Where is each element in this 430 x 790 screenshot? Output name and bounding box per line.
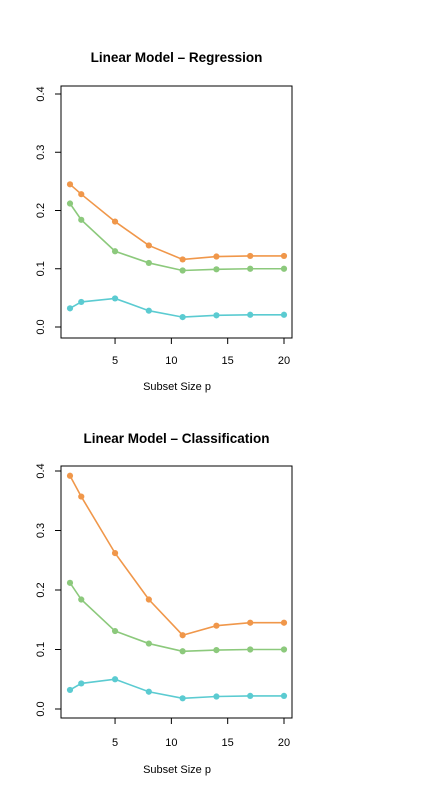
data-point [247,311,254,318]
x-tick-label: 10 [165,355,177,367]
data-point [280,311,288,318]
data-point [179,648,186,655]
data-point [247,619,254,626]
x-tick-label: 15 [222,737,234,749]
data-point [179,256,186,263]
chart-title: Linear Model – Regression [91,50,263,65]
data-point [247,252,254,260]
y-tick-label: 0.1 [35,642,47,657]
x-tick-label: 15 [222,355,234,367]
x-tick-label: 10 [165,737,177,749]
x-tick-label: 20 [278,737,290,749]
data-point [145,640,152,647]
chart-title: Linear Model – Classification [83,431,269,446]
data-point [78,216,85,223]
data-point [179,695,186,702]
series-line [69,678,284,700]
y-tick-label: 0.1 [35,261,47,276]
data-point [66,472,74,479]
data-point [213,646,220,654]
data-point [179,632,186,639]
data-point [66,181,74,188]
y-tick-label: 0.2 [35,203,47,218]
data-point [280,265,288,272]
x-tick-label: 5 [112,737,118,749]
x-tick-label: 20 [278,355,290,367]
series-line [69,203,284,272]
data-point [213,266,220,273]
y-tick-label: 0.3 [35,145,47,160]
data-point [111,627,119,635]
data-point [213,253,220,260]
data-point [247,646,254,653]
data-point [66,686,74,694]
data-point [213,312,220,319]
y-tick-label: 0.0 [35,701,47,716]
data-point [78,680,85,687]
data-point [145,242,152,249]
data-point [111,248,119,255]
data-point [179,267,186,274]
x-tick-label: 5 [112,355,118,367]
y-tick-label: 0.2 [35,582,47,597]
data-point [247,265,254,272]
series-line [69,475,284,637]
plot-frame [60,465,293,719]
data-point [78,298,85,306]
data-point [145,596,152,603]
data-point [66,305,74,312]
data-point [280,619,288,626]
data-point [280,646,288,653]
series-line [69,297,284,318]
data-point [78,191,85,198]
data-point [145,307,152,314]
y-tick-label: 0.0 [35,319,47,334]
x-axis-label: Subset Size p [143,764,211,776]
data-point [145,688,152,695]
data-point [111,676,119,683]
x-axis-label: Subset Size p [143,381,211,393]
plot-frame [60,85,293,339]
data-point [78,493,85,500]
data-point [66,579,74,586]
data-point [145,259,152,267]
data-point [213,693,220,700]
data-point [247,692,254,700]
data-point [213,622,220,629]
y-tick-label: 0.4 [35,86,47,101]
data-point [111,218,119,225]
data-point [111,295,119,302]
data-point [78,596,85,603]
data-point [66,200,74,207]
data-point [179,313,186,321]
y-tick-label: 0.4 [35,463,47,478]
series-line [69,183,284,261]
series-line [69,582,284,653]
data-point [280,692,288,700]
data-point [111,550,119,557]
y-tick-label: 0.3 [35,523,47,538]
data-point [280,252,288,260]
